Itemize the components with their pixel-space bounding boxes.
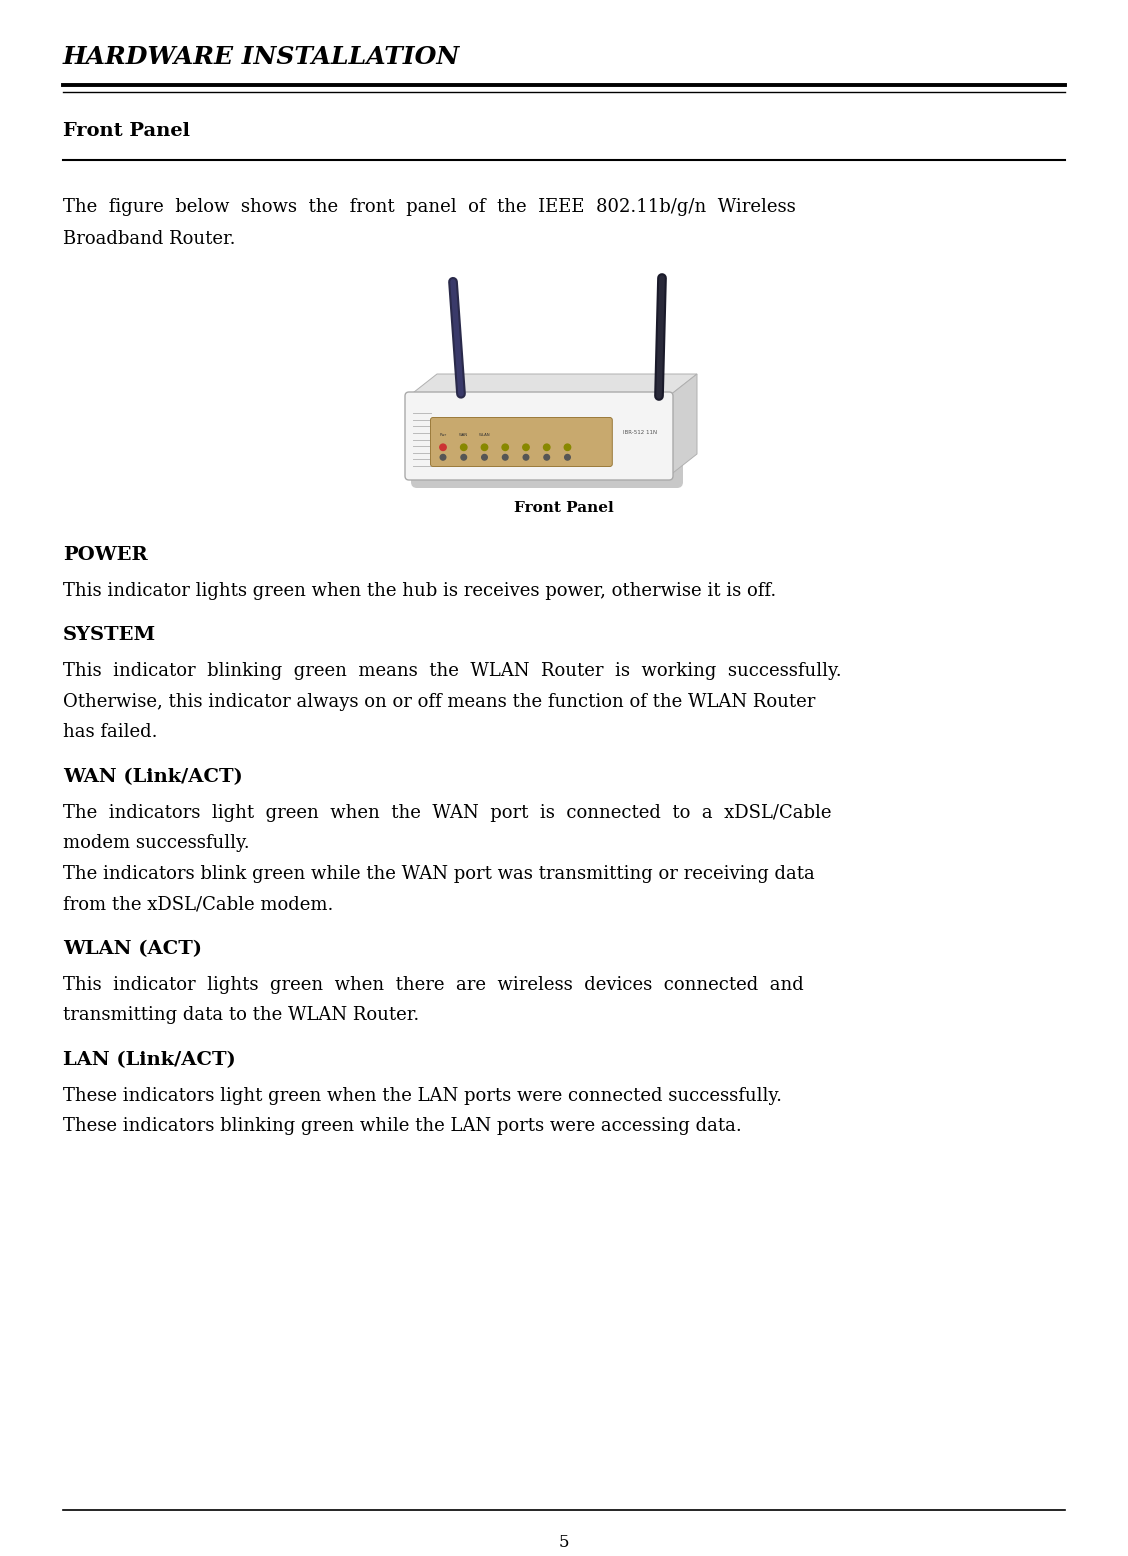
Text: Otherwise, this indicator always on or off means the function of the WLAN Router: Otherwise, this indicator always on or o… bbox=[63, 692, 816, 711]
Text: This indicator lights green when the hub is receives power, otherwise it is off.: This indicator lights green when the hub… bbox=[63, 582, 776, 601]
Text: Pwr: Pwr bbox=[440, 433, 447, 437]
Text: 5: 5 bbox=[558, 1534, 570, 1551]
Text: The  figure  below  shows  the  front  panel  of  the  IEEE  802.11b/g/n  Wirele: The figure below shows the front panel o… bbox=[63, 198, 795, 216]
Circle shape bbox=[523, 454, 529, 461]
Text: Front Panel: Front Panel bbox=[63, 121, 190, 140]
Polygon shape bbox=[409, 373, 697, 395]
Circle shape bbox=[440, 454, 446, 461]
Circle shape bbox=[502, 443, 509, 451]
Circle shape bbox=[544, 454, 549, 461]
Text: HARDWARE INSTALLATION: HARDWARE INSTALLATION bbox=[63, 45, 460, 68]
Text: These indicators blinking green while the LAN ports were accessing data.: These indicators blinking green while th… bbox=[63, 1117, 742, 1136]
Text: WLAN (ACT): WLAN (ACT) bbox=[63, 940, 202, 958]
Text: This  indicator  lights  green  when  there  are  wireless  devices  connected  : This indicator lights green when there a… bbox=[63, 976, 804, 994]
Text: Front Panel: Front Panel bbox=[514, 501, 614, 515]
FancyBboxPatch shape bbox=[431, 417, 613, 467]
Text: SYSTEM: SYSTEM bbox=[63, 627, 156, 644]
Circle shape bbox=[440, 443, 447, 451]
Text: This  indicator  blinking  green  means  the  WLAN  Router  is  working  success: This indicator blinking green means the … bbox=[63, 663, 841, 680]
Circle shape bbox=[502, 454, 508, 461]
Circle shape bbox=[482, 443, 487, 451]
Circle shape bbox=[544, 443, 550, 451]
Text: modem successfully.: modem successfully. bbox=[63, 834, 249, 853]
Text: transmitting data to the WLAN Router.: transmitting data to the WLAN Router. bbox=[63, 1007, 420, 1024]
Text: has failed.: has failed. bbox=[63, 724, 158, 742]
Text: from the xDSL/Cable modem.: from the xDSL/Cable modem. bbox=[63, 896, 334, 913]
Text: POWER: POWER bbox=[63, 546, 148, 563]
Text: WAN: WAN bbox=[459, 433, 468, 437]
Text: IBR-512 11N: IBR-512 11N bbox=[623, 429, 656, 434]
Text: The indicators blink green while the WAN port was transmitting or receiving data: The indicators blink green while the WAN… bbox=[63, 865, 814, 882]
Text: WAN (Link/ACT): WAN (Link/ACT) bbox=[63, 769, 243, 786]
Circle shape bbox=[522, 443, 529, 451]
Polygon shape bbox=[669, 373, 697, 476]
Circle shape bbox=[461, 454, 467, 461]
FancyBboxPatch shape bbox=[411, 395, 682, 489]
FancyBboxPatch shape bbox=[405, 392, 673, 479]
Text: The  indicators  light  green  when  the  WAN  port  is  connected  to  a  xDSL/: The indicators light green when the WAN … bbox=[63, 804, 831, 822]
Text: WLAN: WLAN bbox=[478, 433, 491, 437]
Circle shape bbox=[565, 454, 571, 461]
Text: These indicators light green when the LAN ports were connected successfully.: These indicators light green when the LA… bbox=[63, 1088, 782, 1105]
Circle shape bbox=[564, 443, 571, 451]
Text: Broadband Router.: Broadband Router. bbox=[63, 229, 236, 247]
Circle shape bbox=[460, 443, 467, 451]
Circle shape bbox=[482, 454, 487, 461]
Text: LAN (Link/ACT): LAN (Link/ACT) bbox=[63, 1050, 236, 1069]
